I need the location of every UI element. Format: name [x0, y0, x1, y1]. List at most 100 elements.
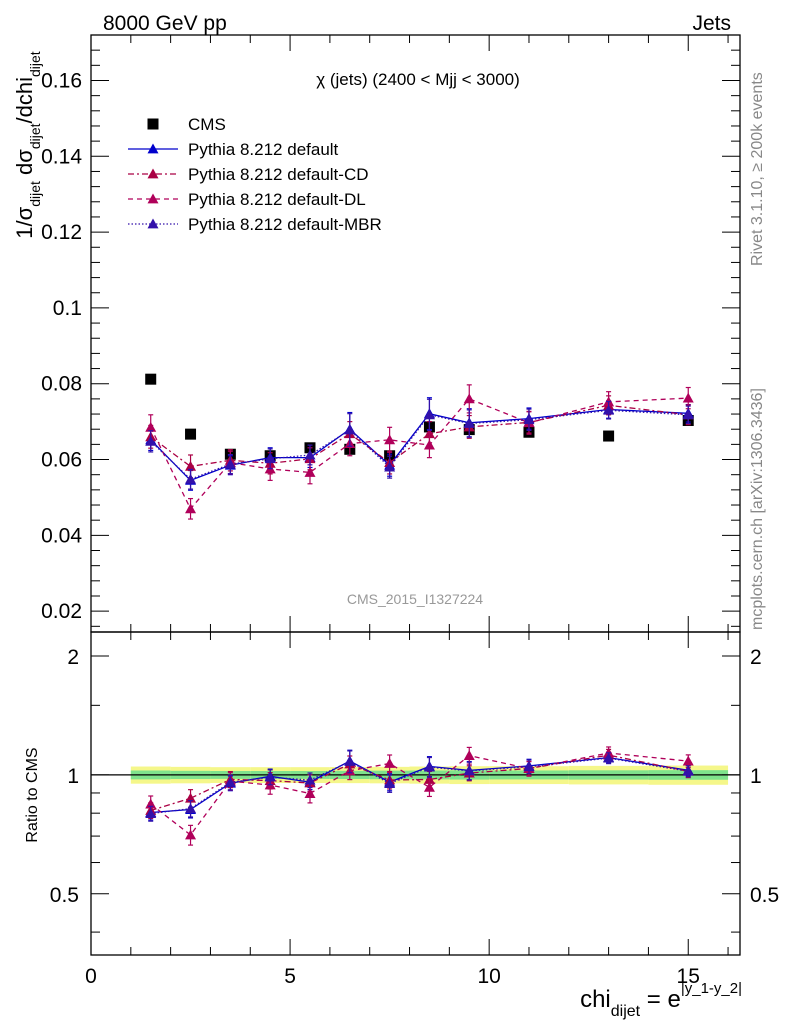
- ratio-y-tick-label-right: 2: [750, 646, 762, 669]
- series-3-ratio-point: [304, 788, 316, 798]
- main-y-axis-label: 1/σdijet dσdijet/dchidijet: [12, 51, 43, 239]
- series-3-point: [463, 393, 475, 404]
- legend-label-series-1: Pythia 8.212 default: [188, 140, 339, 159]
- series-3-point: [185, 503, 197, 514]
- series-4-ratio-point: [304, 774, 316, 785]
- legend-marker-series-2: [147, 168, 159, 179]
- ratio-y-tick-label-left: 2: [67, 646, 79, 669]
- data-point-cms: [185, 428, 197, 440]
- ratio-plot-content: [91, 746, 740, 846]
- series-4-ratio-point: [423, 761, 435, 772]
- main-y-tick-label: 0.08: [41, 373, 82, 396]
- series-4-ratio-point: [682, 765, 694, 776]
- series-4-ratio-point: [344, 755, 356, 766]
- ratio-panel-frame: [90, 631, 741, 956]
- x-tick-label: 10: [477, 965, 500, 988]
- series-3-ratio-point: [185, 829, 197, 840]
- series-4-point: [603, 404, 615, 415]
- series-4-point: [384, 461, 396, 472]
- series-4-point: [423, 409, 435, 420]
- main-y-tick-label: 0.04: [41, 524, 82, 547]
- series-4-ratio-point: [523, 761, 535, 772]
- series-1-ratio-line: [150, 756, 689, 814]
- series-4-point: [682, 409, 694, 420]
- x-tick-labels: 0 5 10 15: [85, 965, 700, 988]
- series-4-line: [150, 409, 689, 480]
- mcplots-label: mcplots.cern.ch [arXiv:1306.3436]: [749, 388, 766, 630]
- main-y-tick-label: 0.06: [41, 449, 82, 472]
- series-3-line: [150, 397, 689, 510]
- chart-title: χ (jets) (2400 < Mjj < 3000): [316, 70, 520, 89]
- series-3-point: [145, 421, 157, 432]
- series-2-line: [150, 404, 689, 468]
- x-tick-label: 15: [677, 965, 700, 988]
- x-tick-label: 5: [284, 965, 296, 988]
- series-4-ratio-point: [384, 778, 396, 788]
- legend-label-series-3: Pythia 8.212 default-DL: [188, 190, 366, 209]
- series-4-point: [463, 418, 475, 428]
- x-tick-label: 0: [85, 965, 97, 988]
- main-panel: 0.02 0.04 0.06 0.08 0.1 0.12 0.14 0.16 χ (jets)…: [12, 34, 741, 633]
- series-4-point: [523, 414, 535, 425]
- legend-label-cms: CMS: [188, 115, 226, 134]
- series-2-ratio-point: [185, 792, 197, 803]
- series-4-point: [185, 473, 197, 484]
- series-4-ratio-point: [603, 752, 615, 763]
- main-y-tick-label: 0.16: [41, 69, 82, 92]
- ratio-y-tick-label-left: 1: [67, 765, 79, 788]
- ratio-ticks: [90, 632, 740, 955]
- series-3-ratio-point: [463, 750, 475, 760]
- main-y-tick-label: 0.02: [41, 600, 82, 623]
- series-1-line: [150, 408, 689, 482]
- legend-marker-cms: [147, 118, 159, 130]
- series-4-ratio-point: [463, 765, 475, 776]
- energy-label: 8000 GeV pp: [103, 12, 227, 35]
- legend-marker-series-1: [147, 143, 159, 154]
- series-3-ratio-line: [150, 752, 689, 836]
- ratio-y-tick-label-right: 1: [750, 765, 762, 788]
- data-point-cms: [145, 373, 157, 385]
- legend-marker-series-4: [147, 218, 159, 229]
- main-y-tick-label: 0.14: [41, 145, 82, 168]
- main-y-tick-label: 0.12: [41, 221, 82, 244]
- main-tick-labels: 0.02 0.04 0.06 0.08 0.1 0.12 0.14 0.16: [41, 69, 82, 623]
- ratio-y-tick-label-left: 0.5: [50, 884, 79, 907]
- series-3-ratio-point: [423, 781, 435, 792]
- rivet-version-label: Rivet 3.1.10, ≥ 200k events: [749, 72, 766, 266]
- main-y-tick-label: 0.1: [53, 297, 82, 320]
- series-2-point: [185, 460, 197, 471]
- series-4-point: [304, 449, 316, 460]
- legend-label-series-4: Pythia 8.212 default-MBR: [188, 215, 382, 234]
- x-axis-label: chidijet = e|y_1-y_2|: [580, 980, 742, 1020]
- series-4-ratio-point: [264, 771, 276, 782]
- category-label: Jets: [692, 12, 731, 35]
- watermark-label: CMS_2015_I1327224: [347, 591, 483, 607]
- series-3-point: [423, 439, 435, 450]
- series-3-point: [384, 434, 396, 445]
- series-4-ratio-line: [150, 757, 689, 815]
- legend: CMS Pythia 8.212 default Pythia 8.212 defa…: [128, 115, 382, 234]
- legend-marker-series-3: [147, 193, 159, 204]
- ratio-y-tick-label-right: 0.5: [750, 884, 779, 907]
- series-4-ratio-point: [224, 776, 236, 787]
- ratio-tick-labels: 0.5 0.5 1 1 2 2: [50, 646, 779, 907]
- series-3-point: [682, 392, 694, 403]
- series-4-point: [264, 453, 276, 464]
- series-3-ratio-point: [384, 757, 396, 768]
- series-3-point: [304, 466, 316, 477]
- series-4-point: [344, 424, 356, 435]
- series-4-ratio-point: [145, 808, 157, 818]
- series-2-ratio-line: [150, 754, 689, 812]
- series-4-ratio-point: [185, 803, 197, 814]
- ratio-y-axis-label: Ratio to CMS: [24, 747, 41, 842]
- series-4-point: [145, 435, 157, 446]
- series-3-ratio-point: [145, 798, 157, 809]
- ratio-panel: 0.5 0.5 1 1 2 2 Ratio to CMS: [24, 631, 779, 956]
- main-ticks: [90, 34, 740, 632]
- series-3-ratio-point: [682, 755, 694, 766]
- main-plot-content: [145, 373, 694, 520]
- data-point-cms: [603, 430, 615, 442]
- series-4-point: [224, 458, 236, 469]
- legend-label-series-2: Pythia 8.212 default-CD: [188, 165, 369, 184]
